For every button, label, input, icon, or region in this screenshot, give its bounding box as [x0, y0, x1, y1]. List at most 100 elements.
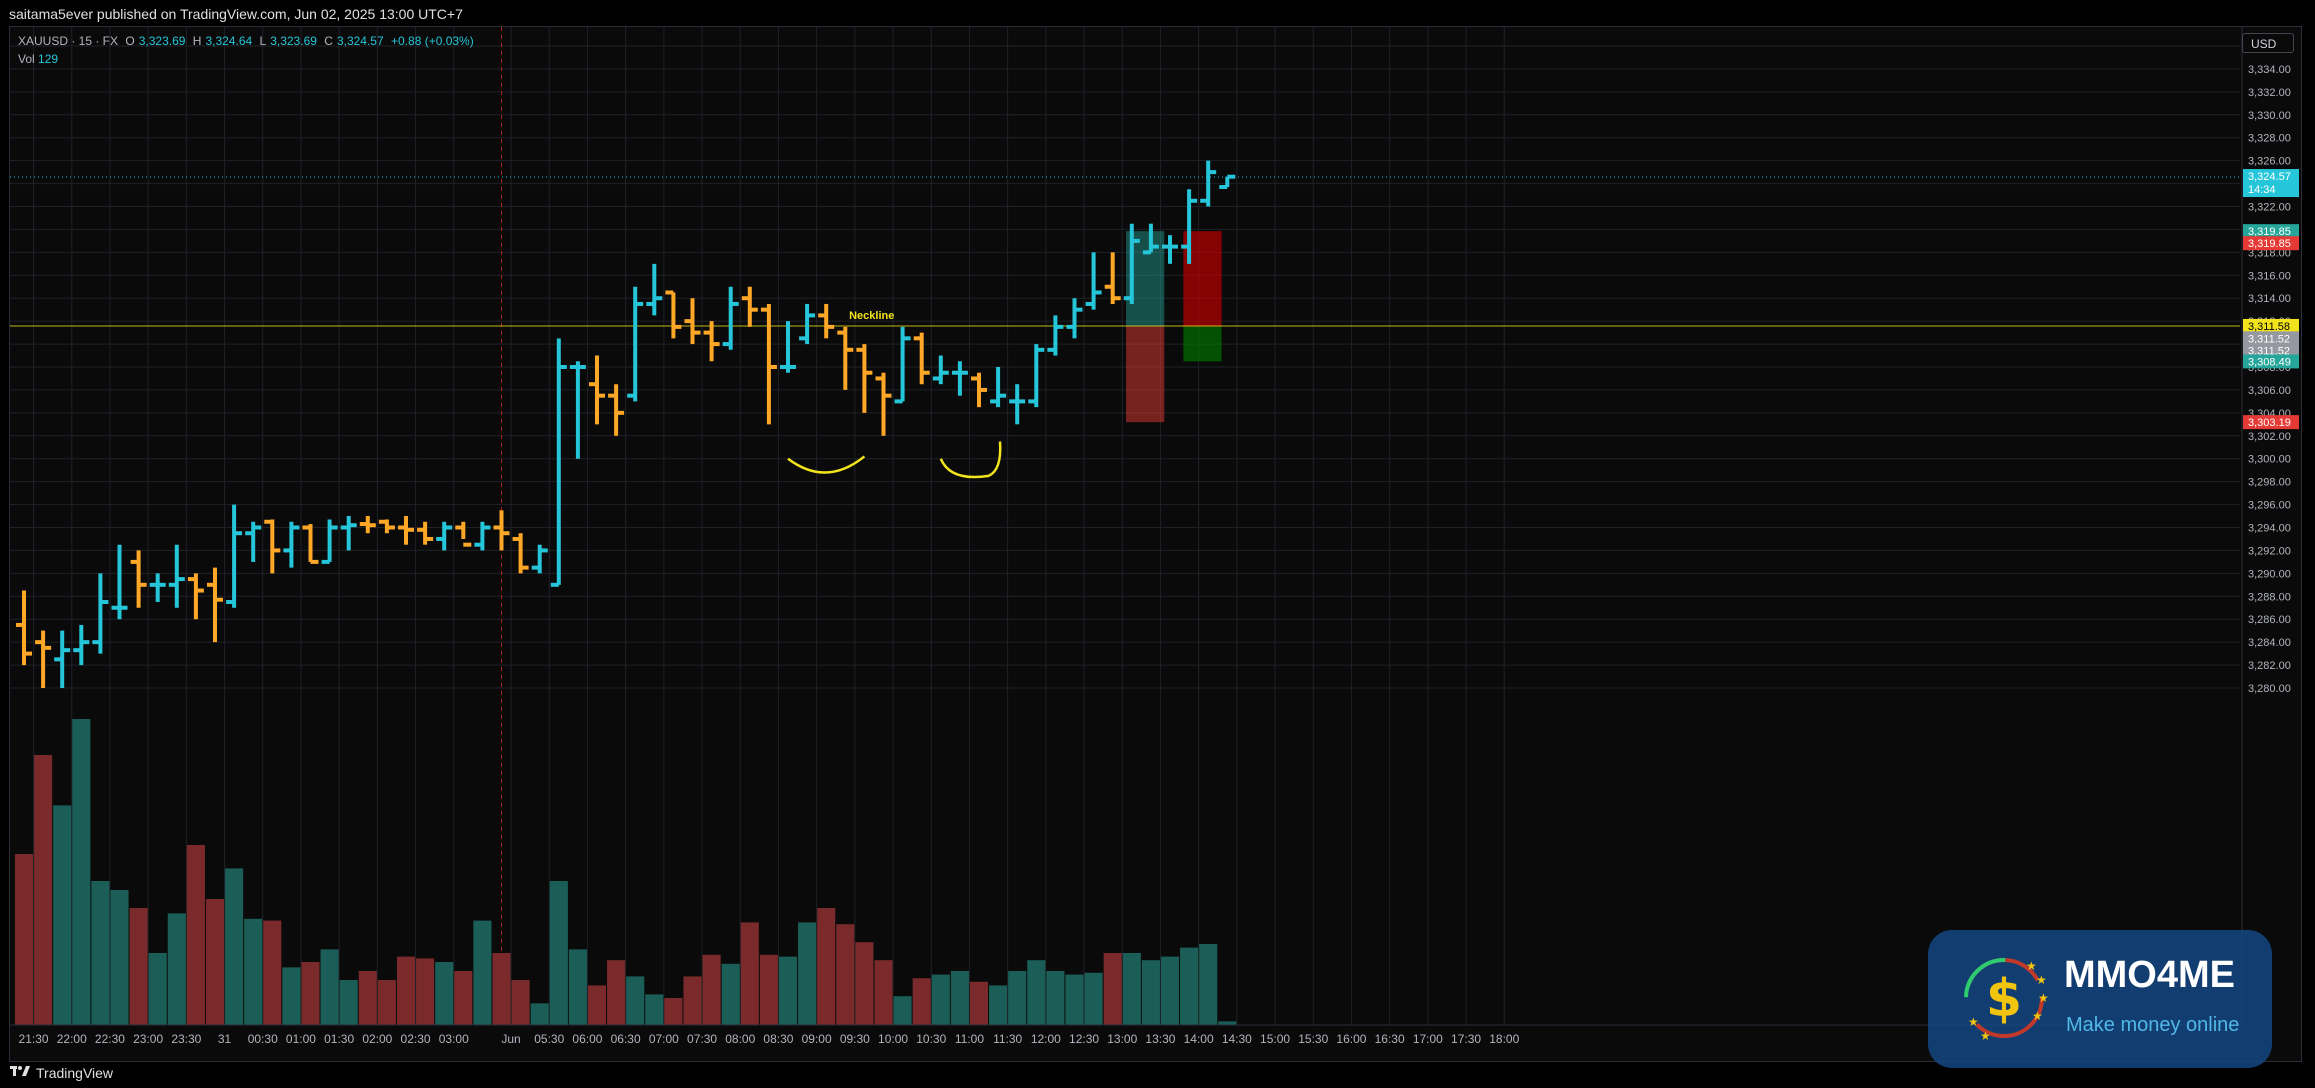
ohlc-bar[interactable]	[875, 372, 892, 436]
ohlc-bar[interactable]	[1200, 160, 1217, 207]
currency-button[interactable]: USD	[2242, 33, 2294, 53]
volume-bar	[282, 967, 301, 1025]
watermark-title: MMO4ME	[2064, 954, 2235, 996]
ohlc-bar[interactable]	[760, 303, 777, 425]
ohlc-bar[interactable]	[1047, 315, 1064, 356]
ohlc-bar[interactable]	[264, 519, 281, 574]
ohlc-bar[interactable]	[741, 286, 758, 327]
y-tick-label: 3,294.00	[2248, 523, 2291, 535]
ohlc-bar[interactable]	[149, 573, 166, 603]
short-position-target-zone[interactable]	[1183, 326, 1222, 362]
ohlc-bar[interactable]	[837, 326, 854, 390]
ohlc-bar[interactable]	[932, 355, 949, 385]
ohlc-bar[interactable]	[417, 521, 434, 545]
x-tick-label: 31	[218, 1032, 232, 1046]
price-tag[interactable]	[2243, 354, 2299, 369]
tradingview-logo[interactable]: TradingView	[10, 1064, 113, 1081]
ohlc-bar[interactable]	[1142, 223, 1159, 255]
left-shoulder-drawing[interactable]	[787, 455, 866, 474]
ohlc-bar[interactable]	[1085, 252, 1102, 310]
ohlc-bar[interactable]	[92, 573, 109, 654]
ohlc-bar[interactable]	[302, 524, 319, 564]
ohlc-bar[interactable]	[913, 332, 930, 385]
ohlc-bar[interactable]	[1066, 298, 1083, 339]
ohlc-bar[interactable]	[1009, 384, 1026, 425]
price-tag[interactable]	[2243, 318, 2299, 333]
right-shoulder-drawing[interactable]	[939, 441, 1002, 479]
ohlc-bar[interactable]	[340, 516, 357, 551]
price-tag[interactable]	[2243, 224, 2299, 239]
ohlc-bar[interactable]	[799, 303, 816, 345]
ohlc-bar[interactable]	[1219, 174, 1236, 190]
ohlc-bar[interactable]	[1123, 223, 1140, 304]
ohlc-bar[interactable]	[1104, 252, 1121, 304]
volume-bar	[435, 962, 454, 1025]
symbol-legend[interactable]: XAUUSD · 15 · FX O 3,323.69 H 3,324.64 L 3,…	[18, 34, 478, 48]
ohlc-bar[interactable]	[818, 303, 835, 339]
ohlc-bar[interactable]	[627, 286, 644, 402]
ohlc-bar[interactable]	[321, 519, 338, 564]
ohlc-bar[interactable]	[684, 298, 701, 345]
ohlc-bar[interactable]	[359, 516, 376, 534]
price-tag[interactable]	[2243, 343, 2299, 358]
ohlc-bar[interactable]	[187, 573, 204, 620]
volume-bar	[396, 956, 416, 1025]
y-tick-label: 3,334.00	[2248, 64, 2291, 76]
volume-bar	[91, 881, 110, 1025]
volume-bar	[1084, 972, 1103, 1025]
ohlc-bar[interactable]	[283, 521, 300, 568]
ohlc-bar[interactable]	[531, 544, 548, 574]
price-tag[interactable]	[2243, 331, 2299, 346]
ohlc-bar[interactable]	[1162, 235, 1178, 264]
symbol-info[interactable]: XAUUSD · 15 · FX	[18, 34, 119, 48]
ohlc-bar[interactable]	[474, 521, 491, 551]
ohlc-bar[interactable]	[894, 326, 911, 404]
ohlc-bar[interactable]	[646, 263, 663, 316]
price-tag[interactable]	[2243, 236, 2299, 251]
long-position-stop-zone[interactable]	[1126, 326, 1165, 423]
ohlc-bar[interactable]	[493, 510, 510, 551]
ohlc-bar[interactable]	[245, 521, 262, 562]
ohlc-bar[interactable]	[398, 516, 414, 545]
ohlc-bar[interactable]	[16, 590, 32, 666]
volume-bar	[587, 985, 607, 1025]
ohlc-bar[interactable]	[168, 544, 185, 608]
volume-bar	[798, 922, 817, 1025]
ohlc-bar[interactable]	[589, 355, 605, 425]
x-tick-label: 09:30	[840, 1032, 870, 1046]
ohlc-bar[interactable]	[226, 504, 243, 608]
x-tick-label: 01:00	[286, 1032, 316, 1046]
ohlc-bar[interactable]	[703, 321, 720, 362]
ohlc-bar[interactable]	[54, 630, 71, 688]
last-price-tag[interactable]	[2243, 169, 2299, 198]
ohlc-bar[interactable]	[550, 338, 567, 587]
volume-bar	[244, 918, 263, 1025]
ohlc-bar[interactable]	[130, 550, 147, 608]
ohlc-bar[interactable]	[780, 321, 796, 373]
price-tag[interactable]	[2243, 415, 2299, 430]
ohlc-bar[interactable]	[1181, 189, 1198, 264]
ohlc-bar[interactable]	[207, 567, 223, 643]
ohlc-bar[interactable]	[722, 286, 739, 350]
ohlc-bar[interactable]	[608, 384, 625, 436]
ohlc-bar[interactable]	[971, 372, 987, 408]
x-tick-label: 02:30	[401, 1032, 431, 1046]
ohlc-bar[interactable]	[951, 361, 968, 396]
chart-pane[interactable]	[9, 26, 2302, 1062]
x-tick-label: 07:00	[649, 1032, 679, 1046]
ohlc-bar[interactable]	[665, 290, 682, 339]
ohlc-bar[interactable]	[35, 630, 52, 688]
ohlc-bar[interactable]	[111, 544, 128, 620]
volume-legend[interactable]: Vol 129	[18, 52, 58, 66]
ohlc-bar[interactable]	[856, 344, 873, 413]
x-tick-label: 08:30	[763, 1032, 793, 1046]
ohlc-bar[interactable]	[1028, 344, 1045, 408]
ohlc-bar[interactable]	[569, 361, 586, 459]
ohlc-bar[interactable]	[512, 533, 529, 574]
ohlc-bar[interactable]	[455, 521, 472, 547]
ohlc-bar[interactable]	[378, 519, 395, 534]
ohlc-bar[interactable]	[436, 521, 453, 551]
ohlc-bar[interactable]	[73, 624, 90, 666]
ohlc-bar[interactable]	[990, 367, 1007, 408]
